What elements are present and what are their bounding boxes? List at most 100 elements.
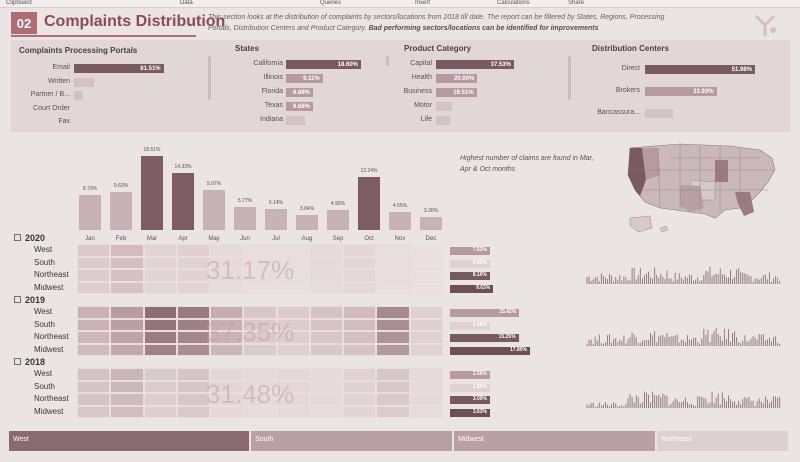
heatmap-cell[interactable] <box>243 269 277 282</box>
heatmap-cell[interactable] <box>210 393 244 406</box>
region-bar[interactable]: 3.68% <box>450 321 490 330</box>
heatmap-cell[interactable] <box>110 318 144 331</box>
ribbon-data[interactable]: Data <box>180 0 193 6</box>
month-bar[interactable] <box>110 191 132 230</box>
product-row[interactable]: Health 20.00% <box>11 73 790 84</box>
heatmap-cell[interactable] <box>309 368 344 381</box>
heatmap-cell[interactable] <box>376 269 410 282</box>
heatmap-cell[interactable] <box>409 393 443 406</box>
region-bar[interactable]: 2.56% <box>450 371 490 379</box>
month-bar[interactable] <box>296 214 318 230</box>
product-bar[interactable] <box>436 116 451 125</box>
heatmap-cell[interactable] <box>77 256 111 269</box>
heatmap-cell[interactable] <box>243 393 277 406</box>
heatmap-cell[interactable] <box>343 244 377 257</box>
heatmap-cell[interactable] <box>77 380 111 393</box>
centers-row[interactable]: Direct 51.98% <box>11 64 790 75</box>
heatmap-cell[interactable] <box>243 405 277 418</box>
collapse-icon[interactable] <box>14 358 21 365</box>
heatmap-cell[interactable] <box>376 244 410 257</box>
heatmap-cell[interactable] <box>409 331 443 344</box>
heatmap-cell[interactable] <box>276 244 310 257</box>
heatmap-cell[interactable] <box>143 306 177 319</box>
heatmap-cell[interactable] <box>110 393 144 406</box>
heatmap-cell[interactable] <box>143 331 177 344</box>
states-row[interactable]: California 18.60% <box>11 59 790 70</box>
heatmap-cell[interactable] <box>376 393 410 406</box>
portals-scrollbar[interactable] <box>208 56 211 100</box>
region-bar[interactable]: 3.63% <box>450 408 490 417</box>
heatmap-cell[interactable] <box>243 380 277 393</box>
heatmap-cell[interactable] <box>243 368 277 381</box>
region-bar[interactable]: 9.63% <box>450 284 494 293</box>
ribbon-insert[interactable]: Insert <box>415 0 431 6</box>
states-bar[interactable]: 9.11% <box>286 74 323 83</box>
month-bar[interactable] <box>389 211 411 230</box>
region-share-segment[interactable]: South <box>251 431 453 451</box>
heatmap-cell[interactable] <box>143 380 177 393</box>
product-bar[interactable]: 19.51% <box>436 88 477 97</box>
states-row[interactable]: Texas 6.68% <box>11 101 790 112</box>
region-month-heatmap[interactable] <box>77 244 443 294</box>
heatmap-cell[interactable] <box>309 331 344 344</box>
heatmap-cell[interactable] <box>110 405 144 418</box>
product-row[interactable]: Motor <box>11 101 790 112</box>
heatmap-cell[interactable] <box>143 244 177 257</box>
heatmap-cell[interactable] <box>343 269 377 282</box>
portals-bar[interactable]: 81.51% <box>74 64 164 73</box>
heatmap-cell[interactable] <box>176 405 211 418</box>
heatmap-cell[interactable] <box>110 256 144 269</box>
heatmap-cell[interactable] <box>276 269 310 282</box>
heatmap-cell[interactable] <box>276 306 310 319</box>
product-row[interactable]: Capital 37.53% <box>11 59 790 70</box>
heatmap-cell[interactable] <box>210 380 244 393</box>
heatmap-cell[interactable] <box>210 269 244 282</box>
heatmap-cell[interactable] <box>143 393 177 406</box>
heatmap-cell[interactable] <box>210 368 244 381</box>
heatmap-cell[interactable] <box>343 281 377 294</box>
heatmap-cell[interactable] <box>276 331 310 344</box>
portals-bar[interactable] <box>74 77 94 87</box>
heatmap-cell[interactable] <box>376 368 410 381</box>
centers-bar[interactable]: 51.98% <box>645 65 755 74</box>
heatmap-cell[interactable] <box>276 281 310 294</box>
heatmap-cell[interactable] <box>210 405 244 418</box>
heatmap-cell[interactable] <box>77 244 111 257</box>
states-row[interactable]: Florida 6.68% <box>11 87 790 98</box>
region-share-segment[interactable]: Northeast <box>657 431 788 451</box>
heatmap-cell[interactable] <box>110 331 144 344</box>
centers-row[interactable]: Bancassura... <box>11 108 790 119</box>
heatmap-cell[interactable] <box>309 306 344 319</box>
states-row[interactable]: Indiana <box>11 115 790 126</box>
states-scrollbar[interactable] <box>386 56 389 66</box>
heatmap-cell[interactable] <box>409 318 443 331</box>
heatmap-cell[interactable] <box>309 256 344 269</box>
ribbon-queries[interactable]: Queries <box>320 0 342 6</box>
heatmap-cell[interactable] <box>110 306 144 319</box>
heatmap-cell[interactable] <box>110 281 144 294</box>
heatmap-cell[interactable] <box>343 318 377 331</box>
product-bar[interactable]: 20.00% <box>436 74 478 83</box>
heatmap-cell[interactable] <box>409 269 443 282</box>
region-bar[interactable]: 15.42% <box>450 309 520 317</box>
month-bar[interactable] <box>203 190 225 230</box>
heatmap-cell[interactable] <box>243 281 277 294</box>
month-bar[interactable] <box>234 206 256 230</box>
portals-row[interactable]: Fax <box>11 117 790 128</box>
heatmap-cell[interactable] <box>343 368 377 381</box>
heatmap-cell[interactable] <box>210 343 244 356</box>
heatmap-cell[interactable] <box>77 393 111 406</box>
heatmap-cell[interactable] <box>176 368 211 381</box>
us-map[interactable] <box>620 140 785 240</box>
heatmap-cell[interactable] <box>243 256 277 269</box>
heatmap-cell[interactable] <box>276 256 310 269</box>
heatmap-cell[interactable] <box>376 256 410 269</box>
heatmap-cell[interactable] <box>409 380 443 393</box>
region-bar[interactable]: 8.10% <box>450 272 490 280</box>
heatmap-cell[interactable] <box>210 281 244 294</box>
month-bar[interactable] <box>265 209 287 230</box>
product-bar[interactable] <box>436 102 452 111</box>
portals-bar[interactable] <box>74 91 83 100</box>
heatmap-cell[interactable] <box>176 244 211 257</box>
heatmap-cell[interactable] <box>143 256 177 269</box>
